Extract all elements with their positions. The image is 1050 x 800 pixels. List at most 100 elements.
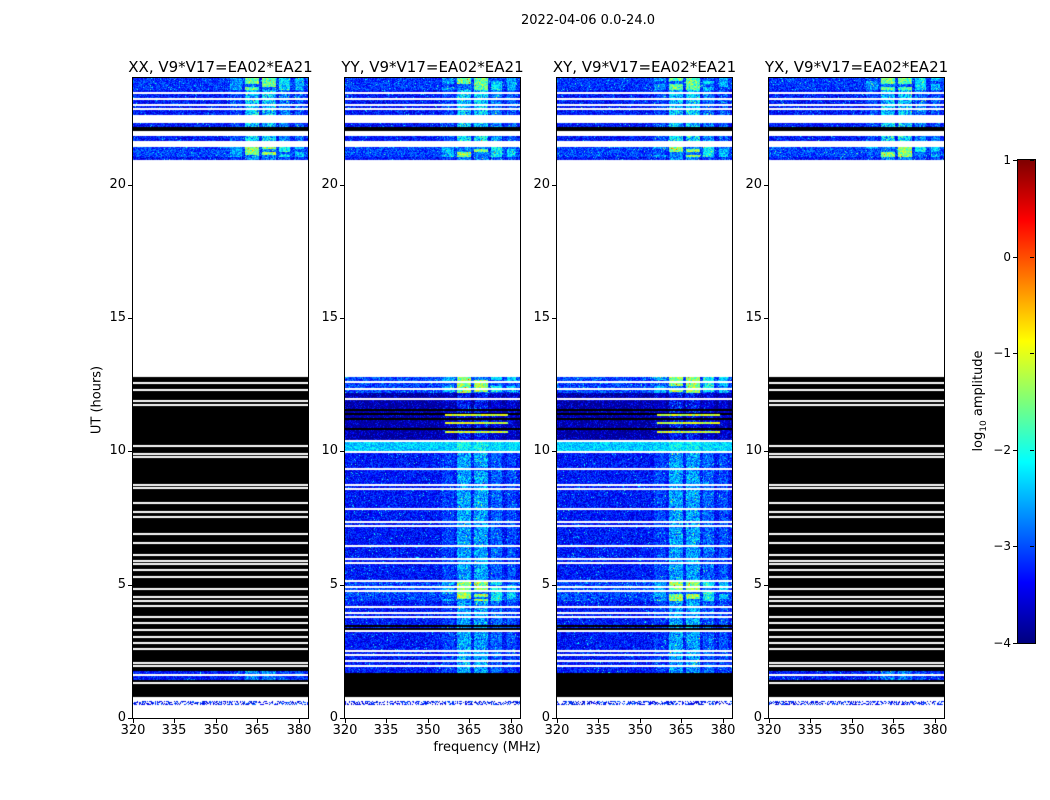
colorbar-tick (1013, 257, 1017, 258)
x-tick-label: 320 (120, 723, 146, 738)
x-axis-label: frequency (MHz) (433, 740, 541, 755)
x-tick-label: 335 (373, 723, 399, 738)
x-tick (640, 719, 641, 723)
x-tick-label: 350 (415, 723, 441, 738)
y-tick (340, 718, 344, 719)
x-tick (557, 719, 558, 723)
x-tick (257, 719, 258, 723)
y-tick-label: 15 (109, 310, 126, 325)
y-tick-label: 0 (117, 710, 126, 725)
panel-title-yx: YX, V9*V17=EA02*EA21 (764, 58, 949, 76)
x-tick-label: 320 (544, 723, 570, 738)
y-tick (340, 185, 344, 186)
panel-xy (556, 77, 733, 719)
y-tick-label: 5 (753, 577, 762, 592)
y-tick-label: 15 (321, 310, 338, 325)
spectrogram-canvas-yx (769, 78, 944, 718)
x-tick-label: 380 (710, 723, 736, 738)
x-tick (810, 719, 811, 723)
x-tick (852, 719, 853, 723)
x-tick (174, 719, 175, 723)
x-tick (681, 719, 682, 723)
colorbar-tick-label: −4 (993, 636, 1011, 650)
spectrogram-canvas-yy (345, 78, 520, 718)
figure-title: 2022-04-06 0.0-24.0 (521, 13, 655, 28)
y-tick-label: 10 (745, 443, 762, 458)
x-tick (345, 719, 346, 723)
x-tick-label: 380 (922, 723, 948, 738)
panel-title-xx: XX, V9*V17=EA02*EA21 (128, 58, 313, 76)
x-tick-label: 350 (839, 723, 865, 738)
colorbar-label: log10 amplitude (971, 350, 989, 452)
y-tick (552, 585, 556, 586)
colorbar-tick (1013, 643, 1017, 644)
y-tick-label: 0 (753, 710, 762, 725)
y-tick-label: 0 (541, 710, 550, 725)
colorbar-tick (1013, 160, 1017, 161)
colorbar (1017, 159, 1036, 644)
spectrogram-canvas-xy (557, 78, 732, 718)
y-tick (128, 318, 132, 319)
y-tick-label: 15 (745, 310, 762, 325)
y-tick-label: 5 (329, 577, 338, 592)
y-tick (128, 718, 132, 719)
colorbar-tick-label: 0 (1003, 250, 1011, 264)
colorbar-tick (1013, 450, 1017, 451)
x-tick-label: 380 (498, 723, 524, 738)
colorbar-gradient (1018, 160, 1035, 643)
y-tick-label: 10 (109, 443, 126, 458)
x-tick (386, 719, 387, 723)
x-tick-label: 350 (627, 723, 653, 738)
x-tick (769, 719, 770, 723)
y-tick (340, 451, 344, 452)
colorbar-tick-label: 1 (1003, 153, 1011, 167)
x-tick (723, 719, 724, 723)
y-tick (128, 185, 132, 186)
x-tick-label: 365 (668, 723, 694, 738)
colorbar-tick-label: −2 (993, 443, 1011, 457)
y-tick-label: 20 (321, 177, 338, 192)
y-tick (340, 318, 344, 319)
colorbar-tick (1030, 643, 1034, 644)
y-tick-label: 20 (533, 177, 550, 192)
x-tick-label: 365 (880, 723, 906, 738)
y-tick (128, 585, 132, 586)
x-tick (598, 719, 599, 723)
y-tick (764, 718, 768, 719)
colorbar-tick (1030, 546, 1034, 547)
panel-title-yy: YY, V9*V17=EA02*EA21 (341, 58, 524, 76)
y-tick-label: 20 (109, 177, 126, 192)
colorbar-tick (1013, 546, 1017, 547)
spectrogram-canvas-xx (133, 78, 308, 718)
panel-yy (344, 77, 521, 719)
colorbar-tick (1013, 353, 1017, 354)
x-tick (428, 719, 429, 723)
y-axis-label: UT (hours) (89, 365, 105, 435)
y-tick (764, 185, 768, 186)
x-tick-label: 335 (585, 723, 611, 738)
y-tick-label: 5 (117, 577, 126, 592)
y-tick-label: 15 (533, 310, 550, 325)
panel-title-xy: XY, V9*V17=EA02*EA21 (552, 58, 737, 76)
y-tick (552, 318, 556, 319)
x-tick-label: 320 (756, 723, 782, 738)
colorbar-tick-label: −1 (993, 346, 1011, 360)
y-tick (764, 585, 768, 586)
y-tick-label: 0 (329, 710, 338, 725)
y-tick (764, 318, 768, 319)
y-tick (552, 718, 556, 719)
colorbar-tick (1030, 257, 1034, 258)
panel-yx (768, 77, 945, 719)
x-tick (893, 719, 894, 723)
colorbar-tick (1030, 160, 1034, 161)
colorbar-tick-label: −3 (993, 539, 1011, 553)
x-tick (935, 719, 936, 723)
x-tick-label: 335 (797, 723, 823, 738)
x-tick-label: 380 (286, 723, 312, 738)
x-tick-label: 320 (332, 723, 358, 738)
x-tick-label: 335 (161, 723, 187, 738)
y-tick-label: 10 (533, 443, 550, 458)
y-tick-label: 10 (321, 443, 338, 458)
y-tick (764, 451, 768, 452)
